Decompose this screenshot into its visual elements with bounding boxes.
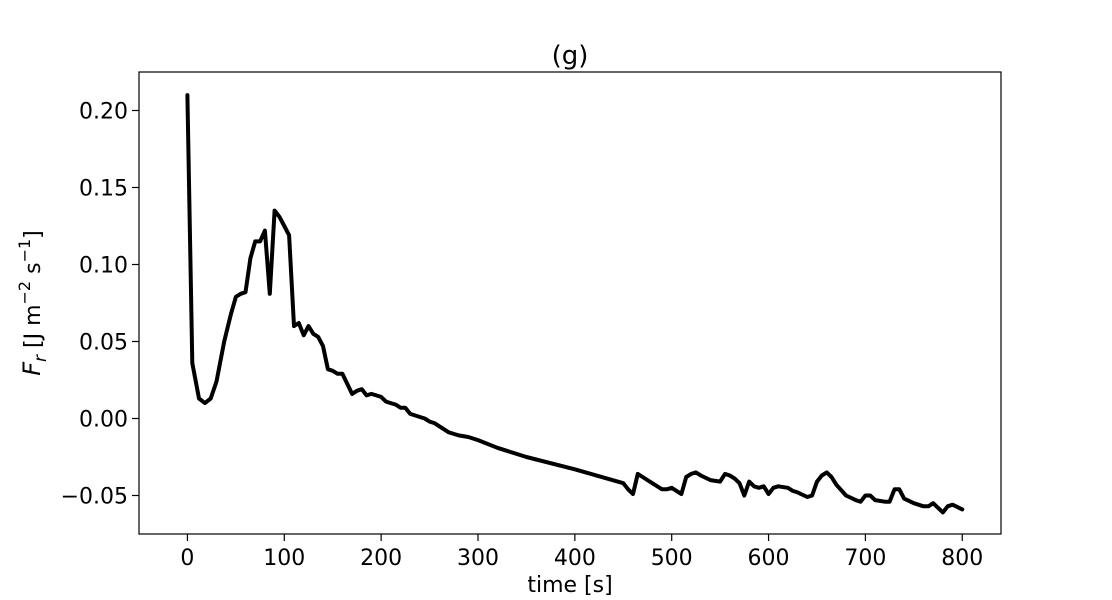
- x-tick-label: 100: [263, 546, 305, 571]
- y-tick-label: 0.15: [79, 177, 128, 202]
- y-tick-label: 0.10: [79, 254, 128, 279]
- y-tick-label: 0.20: [79, 100, 128, 125]
- y-tick-label: 0.00: [79, 408, 128, 433]
- x-tick-label: 500: [651, 546, 693, 571]
- series-line: [185, 93, 965, 515]
- y-axis-label: Fr [J m−2 s−1]: [15, 230, 51, 376]
- y-axis-label-units-a: [J m: [21, 304, 46, 355]
- x-axis-label: time [s]: [527, 573, 612, 598]
- x-tick-label: 600: [748, 546, 790, 571]
- y-axis-label-units-c: ]: [21, 230, 46, 239]
- chart-title: (g): [552, 41, 589, 71]
- x-tick-label: 800: [941, 546, 983, 571]
- y-axis-ticks: 0.20 0.15 0.10 0.05 0.00 −0.05: [61, 100, 139, 510]
- y-axis-label-units-b: s: [21, 262, 46, 280]
- plot-frame: [138, 71, 1002, 535]
- x-tick-label: 0: [180, 546, 194, 571]
- y-axis-label-exponent-1: −2: [15, 281, 34, 305]
- x-tick-label: 200: [360, 546, 402, 571]
- x-axis-ticks: 0 100 200 300 400 500 600 700 800: [180, 534, 983, 571]
- x-tick-label: 700: [844, 546, 886, 571]
- y-tick-label: 0.05: [79, 331, 128, 356]
- x-tick-label: 400: [554, 546, 596, 571]
- y-axis-label-symbol: F: [18, 361, 46, 376]
- y-axis-label-subscript: r: [31, 354, 51, 362]
- x-tick-label: 300: [457, 546, 499, 571]
- y-tick-label: −0.05: [61, 485, 128, 510]
- y-axis-label-exponent-2: −1: [15, 239, 34, 263]
